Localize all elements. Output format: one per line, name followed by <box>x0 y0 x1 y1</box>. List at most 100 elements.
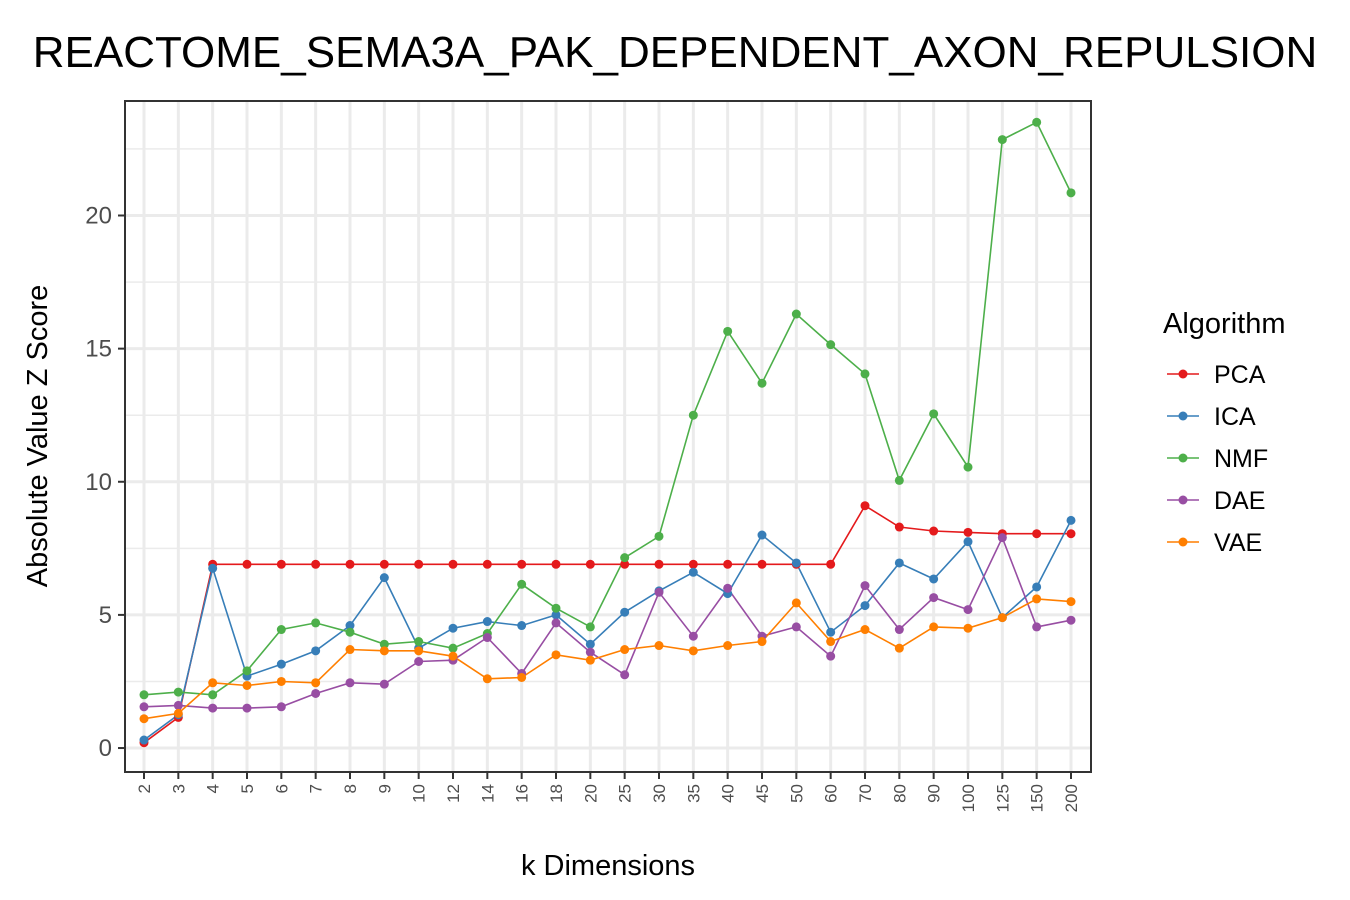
data-point-dae <box>688 631 698 641</box>
data-point-nmf <box>654 531 664 541</box>
x-tick-label: 16 <box>513 784 532 803</box>
data-point-pca <box>1032 529 1042 539</box>
x-tick-label: 20 <box>581 784 600 803</box>
data-point-pca <box>963 527 973 537</box>
data-point-nmf <box>173 687 183 697</box>
data-point-pca <box>517 559 527 569</box>
data-point-pca <box>242 559 252 569</box>
data-point-dae <box>929 593 939 603</box>
data-point-ica <box>208 563 218 573</box>
data-point-vae <box>379 646 389 656</box>
data-point-dae <box>311 688 321 698</box>
data-point-vae <box>517 672 527 682</box>
x-axis: 2 3 4 5 6 7 8 9 10 12 14 16 18 20 25 30 35 40 45 50 60 70 80 90… <box>135 772 1081 812</box>
data-point-pca <box>379 559 389 569</box>
data-point-dae <box>1032 622 1042 632</box>
legend-label-ica: ICA <box>1214 403 1256 431</box>
x-tick-label: 25 <box>616 784 635 803</box>
y-tick-label: 10 <box>85 469 112 496</box>
data-point-vae <box>791 598 801 608</box>
x-tick-label: 3 <box>169 784 188 793</box>
x-tick-label: 125 <box>993 784 1012 812</box>
data-point-vae <box>208 678 218 688</box>
grid-lines <box>125 101 1091 772</box>
data-point-vae <box>757 637 767 647</box>
data-point-ica <box>757 530 767 540</box>
data-point-nmf <box>791 309 801 319</box>
plot-panel-border <box>124 100 1092 773</box>
data-point-vae <box>551 650 561 660</box>
data-point-pca <box>654 559 664 569</box>
y-axis: 0 5 10 15 20 <box>85 202 125 762</box>
data-point-dae <box>551 618 561 628</box>
data-point-vae <box>1066 597 1076 607</box>
data-point-ica <box>311 646 321 656</box>
legend-key-point-dae <box>1178 495 1188 505</box>
data-point-nmf <box>894 475 904 485</box>
data-point-ica <box>929 574 939 584</box>
y-axis-title: Absolute Value Z Score <box>22 285 54 588</box>
data-point-ica <box>517 621 527 631</box>
x-tick-label: 60 <box>822 784 841 803</box>
x-tick-label: 80 <box>890 784 909 803</box>
data-point-dae <box>414 656 424 666</box>
data-point-nmf <box>448 643 458 653</box>
series-points <box>139 117 1076 748</box>
data-point-ica <box>1032 582 1042 592</box>
x-tick-label: 50 <box>787 784 806 803</box>
legend-key-point-ica <box>1178 411 1188 421</box>
data-point-pca <box>414 559 424 569</box>
data-point-dae <box>723 583 733 593</box>
series-line-ica <box>143 520 1072 741</box>
data-point-nmf <box>688 410 698 420</box>
series-lines <box>143 121 1072 744</box>
data-point-dae <box>173 700 183 710</box>
data-point-ica <box>791 558 801 568</box>
data-point-nmf <box>585 622 595 632</box>
x-tick-label: 200 <box>1062 784 1081 812</box>
x-tick-label: 150 <box>1028 784 1047 812</box>
data-point-nmf <box>139 690 149 700</box>
series-line-nmf <box>143 121 1072 696</box>
x-tick-label: 14 <box>478 784 497 803</box>
data-point-vae <box>826 637 836 647</box>
data-point-nmf <box>379 639 389 649</box>
data-point-dae <box>139 702 149 712</box>
data-point-ica <box>688 567 698 577</box>
data-point-dae <box>620 670 630 680</box>
series-line-dae <box>143 535 1072 709</box>
data-point-pca <box>860 501 870 511</box>
data-point-vae <box>173 708 183 718</box>
data-point-nmf <box>620 553 630 563</box>
x-tick-label: 70 <box>856 784 875 803</box>
data-point-nmf <box>757 378 767 388</box>
data-point-nmf <box>860 369 870 379</box>
data-point-pca <box>929 526 939 536</box>
data-point-pca <box>482 559 492 569</box>
x-tick-label: 4 <box>204 784 223 793</box>
data-point-ica <box>482 617 492 627</box>
data-point-pca <box>620 559 630 569</box>
data-point-pca <box>448 559 458 569</box>
data-point-dae <box>826 651 836 661</box>
data-point-vae <box>620 645 630 655</box>
data-point-dae <box>654 587 664 597</box>
data-point-ica <box>379 573 389 583</box>
data-point-nmf <box>345 627 355 637</box>
data-point-ica <box>894 558 904 568</box>
legend-key-point-pca <box>1178 369 1188 379</box>
y-tick-label: 15 <box>85 336 112 363</box>
data-point-dae <box>276 702 286 712</box>
data-point-nmf <box>517 579 527 589</box>
x-tick-label: 8 <box>341 784 360 793</box>
data-point-pca <box>276 559 286 569</box>
x-tick-label: 40 <box>719 784 738 803</box>
data-point-nmf <box>997 135 1007 145</box>
chart-title: REACTOME_SEMA3A_PAK_DEPENDENT_AXON_REPUL… <box>33 28 1318 77</box>
legend-label-dae: DAE <box>1214 487 1265 515</box>
data-point-vae <box>688 646 698 656</box>
data-point-ica <box>276 659 286 669</box>
data-point-ica <box>860 601 870 611</box>
series-line-pca <box>143 504 1071 744</box>
data-point-pca <box>1066 529 1076 539</box>
